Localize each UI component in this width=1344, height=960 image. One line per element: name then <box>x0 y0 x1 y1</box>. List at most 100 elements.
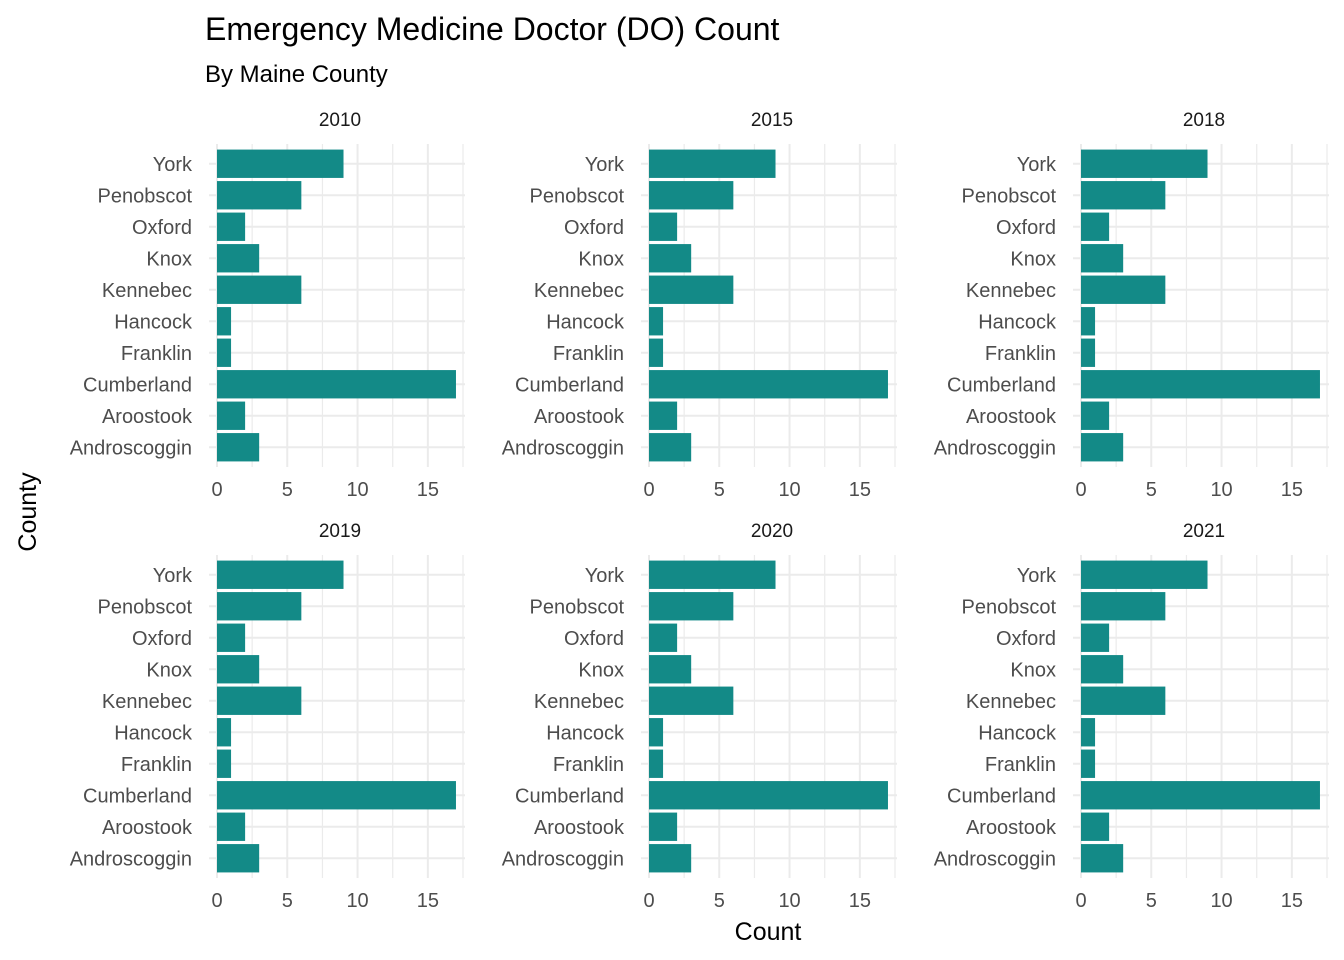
chart-subtitle: By Maine County <box>205 61 388 88</box>
bar-aroostook <box>217 401 246 430</box>
y-tick-label: Oxford <box>132 217 192 239</box>
bar-kennebec <box>217 275 302 304</box>
bar-franklin <box>1081 749 1096 778</box>
y-tick-label: Penobscot <box>97 596 192 618</box>
bar-franklin <box>217 338 232 367</box>
bar-aroostook <box>1081 401 1110 430</box>
bar-penobscot <box>649 181 734 210</box>
y-tick-label: Penobscot <box>529 596 624 618</box>
y-tick-label: Penobscot <box>961 596 1056 618</box>
x-tick-label: 0 <box>643 479 654 501</box>
bar-cumberland <box>217 781 456 810</box>
x-tick-label: 10 <box>778 890 800 912</box>
y-tick-label: Aroostook <box>102 406 193 428</box>
bar-kennebec <box>649 686 734 715</box>
x-tick-label: 5 <box>1146 479 1157 501</box>
bar-york <box>217 560 344 589</box>
x-tick-label: 10 <box>1210 890 1232 912</box>
bar-york <box>649 560 776 589</box>
x-tick-label: 0 <box>1075 890 1086 912</box>
y-tick-label: Hancock <box>546 311 625 333</box>
bar-oxford <box>217 212 246 241</box>
bar-cumberland <box>649 781 888 810</box>
facet-label: 2015 <box>751 110 793 131</box>
x-tick-label: 5 <box>714 890 725 912</box>
y-tick-label: Oxford <box>564 628 624 650</box>
y-tick-label: Hancock <box>546 722 625 744</box>
x-axis-title: Count <box>735 918 802 946</box>
x-tick-label: 15 <box>1281 479 1303 501</box>
y-tick-label: Hancock <box>114 722 193 744</box>
bar-knox <box>1081 655 1124 684</box>
x-tick-label: 15 <box>417 890 439 912</box>
y-tick-label: Oxford <box>564 217 624 239</box>
facet-panel-2015: 2015 York Penobscot Oxford Knox Kennebec Hanco… <box>502 110 897 501</box>
bar-hancock <box>649 718 664 747</box>
y-tick-label: Kennebec <box>102 280 192 302</box>
bar-penobscot <box>217 592 302 621</box>
bar-york <box>649 149 776 178</box>
bar-androscoggin <box>217 844 260 873</box>
x-tick-label: 5 <box>282 890 293 912</box>
bar-knox <box>649 655 692 684</box>
facet-label: 2018 <box>1183 110 1225 131</box>
y-tick-label: Oxford <box>996 628 1056 650</box>
bar-oxford <box>649 623 678 652</box>
facet-label: 2021 <box>1183 521 1225 542</box>
y-tick-label: Penobscot <box>961 185 1056 207</box>
x-tick-label: 0 <box>211 479 222 501</box>
x-tick-label: 10 <box>346 890 368 912</box>
y-tick-label: Cumberland <box>947 785 1056 807</box>
bar-penobscot <box>1081 592 1166 621</box>
bar-androscoggin <box>649 844 692 873</box>
y-tick-label: Androscoggin <box>934 848 1056 870</box>
bar-penobscot <box>649 592 734 621</box>
bar-androscoggin <box>1081 844 1124 873</box>
y-tick-label: Hancock <box>978 722 1057 744</box>
bar-hancock <box>217 718 232 747</box>
x-tick-label: 0 <box>1075 479 1086 501</box>
bar-androscoggin <box>649 433 692 462</box>
y-tick-label: York <box>585 154 625 176</box>
y-tick-label: Aroostook <box>966 406 1057 428</box>
y-tick-label: Knox <box>146 659 192 681</box>
x-tick-label: 15 <box>1281 890 1303 912</box>
bar-cumberland <box>649 370 888 399</box>
bar-hancock <box>1081 718 1096 747</box>
bar-oxford <box>1081 623 1110 652</box>
bar-androscoggin <box>217 433 260 462</box>
y-tick-label: Aroostook <box>102 817 193 839</box>
y-tick-label: Aroostook <box>534 406 625 428</box>
y-tick-label: Franklin <box>985 754 1056 776</box>
bar-kennebec <box>217 686 302 715</box>
facet-label: 2019 <box>319 521 361 542</box>
y-tick-label: Kennebec <box>534 280 624 302</box>
y-axis-title: County <box>14 472 42 552</box>
y-tick-label: York <box>1017 565 1057 587</box>
bar-aroostook <box>649 401 678 430</box>
bar-knox <box>217 244 260 273</box>
bar-kennebec <box>649 275 734 304</box>
y-tick-label: Cumberland <box>515 785 624 807</box>
bar-cumberland <box>217 370 456 399</box>
y-tick-label: Knox <box>578 248 624 270</box>
facet-label: 2020 <box>751 521 793 542</box>
y-tick-label: Aroostook <box>534 817 625 839</box>
x-tick-label: 15 <box>849 479 871 501</box>
facet-panel-2020: 2020 York Penobscot Oxford Knox Kennebec Hanco… <box>502 521 897 912</box>
y-tick-label: Kennebec <box>966 691 1056 713</box>
y-tick-label: Franklin <box>121 754 192 776</box>
bar-cumberland <box>1081 370 1320 399</box>
x-tick-label: 5 <box>1146 890 1157 912</box>
y-tick-label: Androscoggin <box>70 437 192 459</box>
facet-panel-2019: 2019 York Penobscot Oxford Knox Kennebec Hanco… <box>70 521 465 912</box>
bar-kennebec <box>1081 686 1166 715</box>
y-tick-label: Franklin <box>985 343 1056 365</box>
facet-panel-2021: 2021 York Penobscot Oxford Knox Kennebec Hanco… <box>934 521 1329 912</box>
bar-cumberland <box>1081 781 1320 810</box>
facet-panels: 2010 York Penobscot Oxford Knox Kennebec Hanco… <box>70 110 1329 912</box>
y-tick-label: York <box>585 565 625 587</box>
x-tick-label: 10 <box>778 479 800 501</box>
y-tick-label: Hancock <box>114 311 193 333</box>
x-tick-label: 0 <box>211 890 222 912</box>
